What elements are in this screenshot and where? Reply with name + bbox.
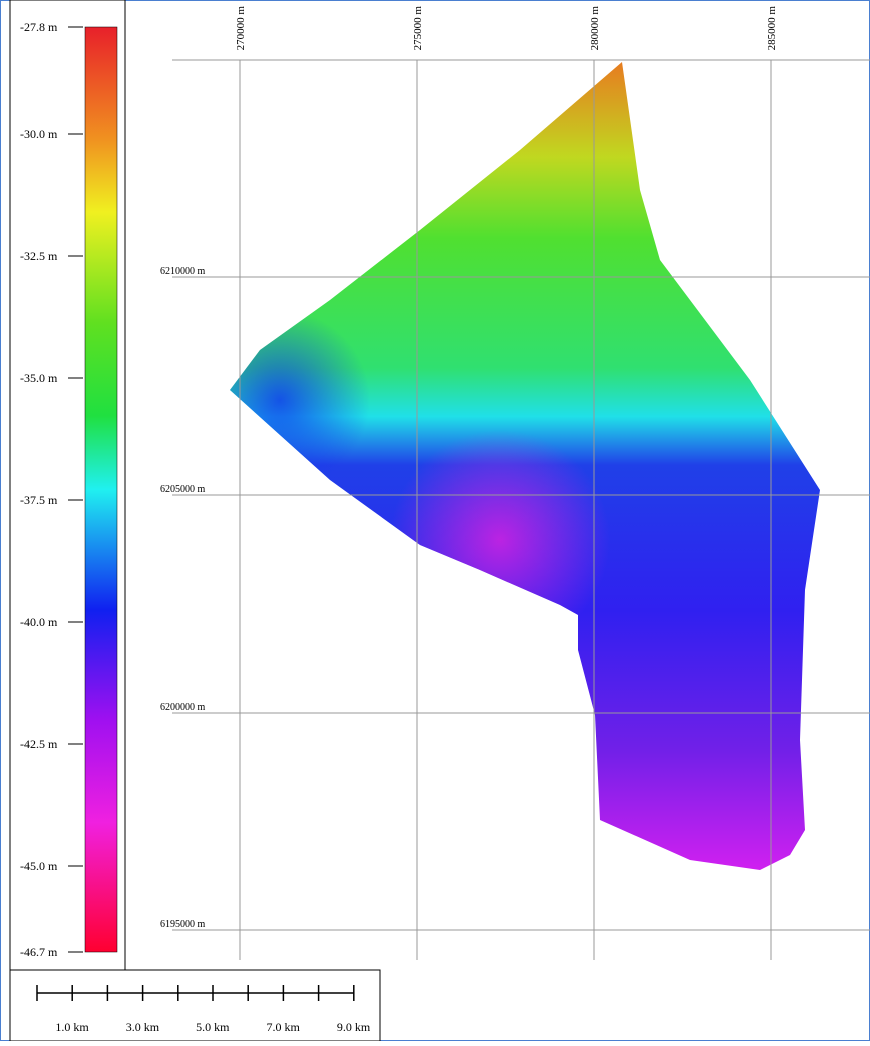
x-grid-label: 280000 m xyxy=(589,6,601,51)
legend-label: -42.5 m xyxy=(20,737,58,751)
scale-label: 7.0 km xyxy=(267,1020,301,1034)
legend-label: -40.0 m xyxy=(20,615,58,629)
legend-label: -35.0 m xyxy=(20,371,58,385)
color-bar xyxy=(85,27,117,952)
x-grid-label: 270000 m xyxy=(235,6,247,51)
map-view: 270000 m 275000 m 280000 m 285000 m 6210000 … xyxy=(0,0,870,1041)
y-grid-label: 6195000 m xyxy=(160,919,206,930)
y-grid-label: 6200000 m xyxy=(160,702,206,713)
x-grid-label: 275000 m xyxy=(412,6,424,51)
page: {"legend": {"labels": ["-27.8 m", "-30.0… xyxy=(0,0,870,1041)
scale-label: 5.0 km xyxy=(196,1020,230,1034)
legend-label: -46.7 m xyxy=(20,945,58,959)
scale-label: 1.0 km xyxy=(55,1020,89,1034)
legend-label: -27.8 m xyxy=(20,20,58,34)
legend-label: -37.5 m xyxy=(20,493,58,507)
scale-label: 9.0 km xyxy=(337,1020,371,1034)
scale-label: 3.0 km xyxy=(126,1020,160,1034)
legend-label: -45.0 m xyxy=(20,859,58,873)
y-grid-label: 6205000 m xyxy=(160,484,206,495)
x-grid-label: 285000 m xyxy=(766,6,778,51)
legend-label: -30.0 m xyxy=(20,127,58,141)
legend-label: -32.5 m xyxy=(20,249,58,263)
bathymetry-surface xyxy=(220,60,830,880)
y-grid-label: 6210000 m xyxy=(160,266,206,277)
